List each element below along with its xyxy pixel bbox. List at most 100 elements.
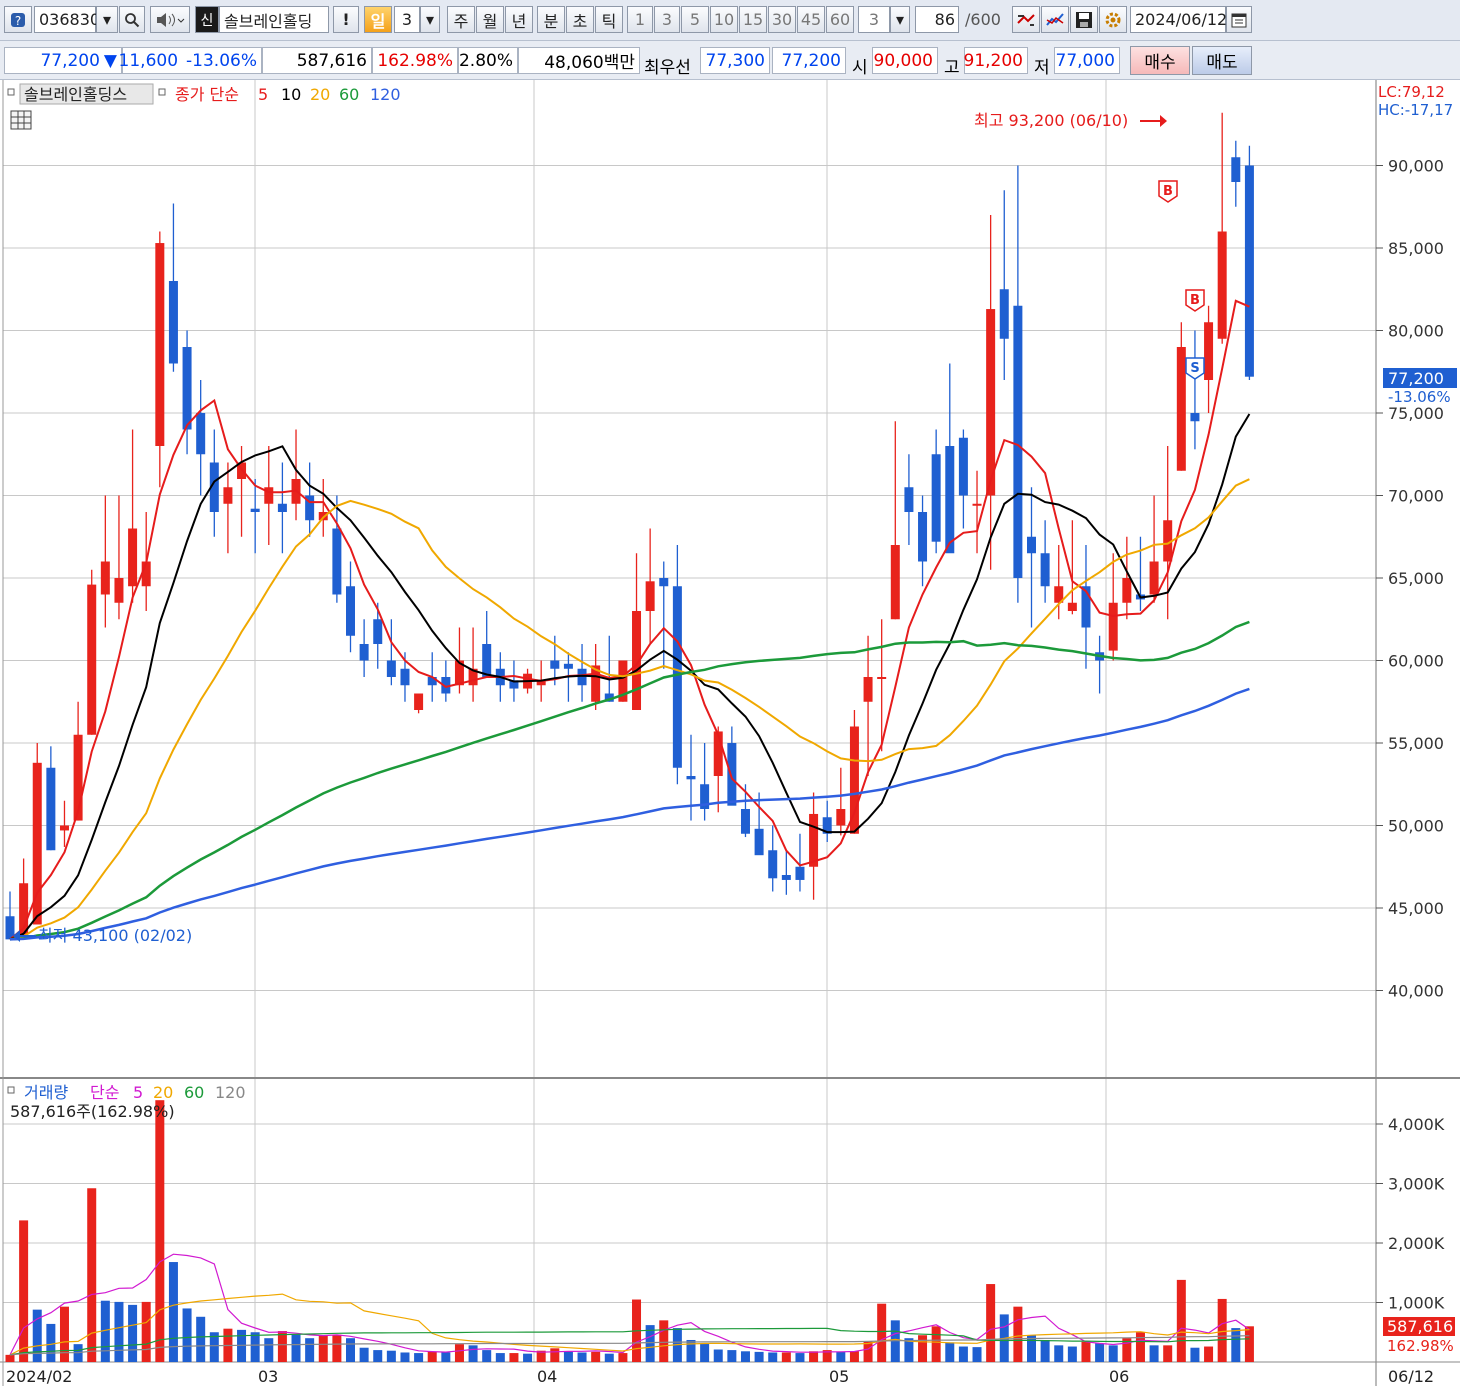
volume-bar [822, 1350, 832, 1362]
buy-button[interactable]: 매수 [1130, 46, 1190, 75]
volume-legend-ma5: 5 [133, 1083, 143, 1102]
tools-icon[interactable] [1012, 6, 1040, 33]
legend-ma-type: 종가 단순 [175, 85, 239, 104]
volume-bar [318, 1335, 328, 1362]
ma120-line [9, 687, 1250, 941]
candle-body [795, 866, 805, 880]
interval-1-button[interactable]: 1 [627, 6, 653, 33]
table-icon[interactable] [10, 110, 32, 130]
period-week-button[interactable]: 주 [447, 6, 475, 33]
candle-body [386, 660, 396, 677]
interval-count-dropdown-icon[interactable]: ▾ [890, 6, 910, 33]
volume-bar [727, 1350, 737, 1362]
candle-body [346, 586, 355, 636]
current-volume-tag-percent: 162.98% [1387, 1337, 1454, 1355]
save-icon[interactable] [1070, 6, 1098, 33]
quote-bar: 77,200 ▼ 11,600 -13.06% 587,616 162.98% … [0, 41, 1460, 80]
candle-body [482, 644, 492, 677]
price-tick-label: 75,000 [1388, 404, 1444, 423]
interval-15-button[interactable]: 15 [739, 6, 767, 33]
volume-bar [468, 1345, 478, 1362]
speaker-icon[interactable] [150, 6, 190, 33]
interval-3-button[interactable]: 3 [654, 6, 680, 33]
open-label: 시 [852, 58, 868, 78]
interval-45-button[interactable]: 45 [797, 6, 825, 33]
candle-body [196, 413, 206, 455]
candle-body [604, 693, 614, 702]
volume-bar [836, 1351, 846, 1362]
volume-bar [400, 1352, 410, 1362]
period-minute-button[interactable]: 분 [537, 6, 565, 33]
volume-bar [264, 1338, 274, 1362]
interval-30-button[interactable]: 30 [768, 6, 796, 33]
candle-body [645, 581, 655, 611]
candle-body [87, 584, 97, 735]
volume-bar [386, 1350, 396, 1362]
candle-body [1027, 536, 1036, 554]
volume-bar [713, 1349, 723, 1362]
interval-60-button[interactable]: 60 [826, 6, 854, 33]
settings-icon[interactable] [1099, 6, 1127, 33]
calendar-icon[interactable] [1226, 6, 1252, 33]
alert-button[interactable]: ! [333, 6, 359, 33]
volume-bar [59, 1306, 69, 1362]
period-count-dropdown-icon[interactable]: ▾ [420, 6, 440, 33]
candle-body [945, 446, 955, 554]
best-bid: 77,200 [772, 47, 846, 74]
buy-signal-icon: B [1158, 180, 1178, 203]
current-price: 77,200 [40, 50, 100, 71]
best-quote-label: 최우선 [644, 58, 691, 78]
interval-10-button[interactable]: 10 [710, 6, 738, 33]
volume-bar [100, 1300, 110, 1362]
candle-body [904, 487, 914, 512]
volume-bar [523, 1353, 533, 1362]
candle-body [468, 668, 478, 686]
app-menu-icon[interactable]: ? [4, 6, 32, 33]
open-price: 90,000 [872, 47, 938, 74]
interval-5-button[interactable]: 5 [681, 6, 709, 33]
period-tick-button[interactable]: 틱 [595, 6, 623, 33]
volume-moving-averages [9, 1253, 1250, 1356]
high-label: 고 [944, 58, 960, 78]
candle-body [577, 668, 587, 686]
period-year-button[interactable]: 년 [505, 6, 533, 33]
search-icon[interactable] [119, 6, 145, 33]
candle-body [59, 825, 69, 831]
chart-type-icon[interactable] [1041, 6, 1069, 33]
change-field: 11,600 -13.06% [119, 47, 262, 74]
period-second-button[interactable]: 초 [566, 6, 594, 33]
candle-body [141, 561, 151, 587]
price-tick-label: 90,000 [1388, 157, 1444, 176]
period-month-button[interactable]: 월 [476, 6, 504, 33]
trade-amount: 48,060백만 [518, 47, 640, 74]
candle-body [727, 743, 737, 806]
sell-button[interactable]: 매도 [1192, 46, 1252, 75]
stock-code-dropdown-icon[interactable]: ▾ [96, 6, 118, 33]
period-count-field[interactable]: 3 [394, 6, 420, 33]
line-chart-icon [1046, 12, 1064, 26]
candle-body [1108, 602, 1118, 651]
volume-bar [958, 1346, 968, 1362]
price-chart[interactable]: 90,000 85,000 80,000 75,000 70,000 65,000 60,0… [0, 80, 1460, 1386]
period-day-button[interactable]: 일 [364, 6, 392, 33]
candle-body [114, 578, 124, 603]
candle-body [768, 850, 778, 879]
legend-ma120: 120 [370, 85, 401, 104]
data-count-input[interactable]: 86 [915, 6, 959, 33]
chart-frame [0, 80, 1460, 1386]
volume-bar [46, 1323, 56, 1362]
candle-body [618, 660, 628, 702]
candle-body [591, 665, 601, 702]
candle-body [986, 309, 996, 496]
stock-code-input[interactable]: 036830 [34, 6, 100, 33]
interval-count-field[interactable]: 3 [858, 6, 890, 33]
axis-labels: 90,000 85,000 80,000 75,000 70,000 65,000 60,0… [1376, 157, 1445, 1313]
volume-bar [141, 1301, 151, 1362]
volume-bar [209, 1332, 219, 1362]
date-input[interactable]: 2024/06/12 [1130, 6, 1227, 33]
candle-body [32, 762, 42, 925]
volume-ma60-line [9, 1327, 1250, 1356]
stock-name-field[interactable]: 솔브레인홀딩 [219, 6, 329, 33]
volume-bar [305, 1338, 315, 1362]
volume-bar [1163, 1345, 1173, 1362]
